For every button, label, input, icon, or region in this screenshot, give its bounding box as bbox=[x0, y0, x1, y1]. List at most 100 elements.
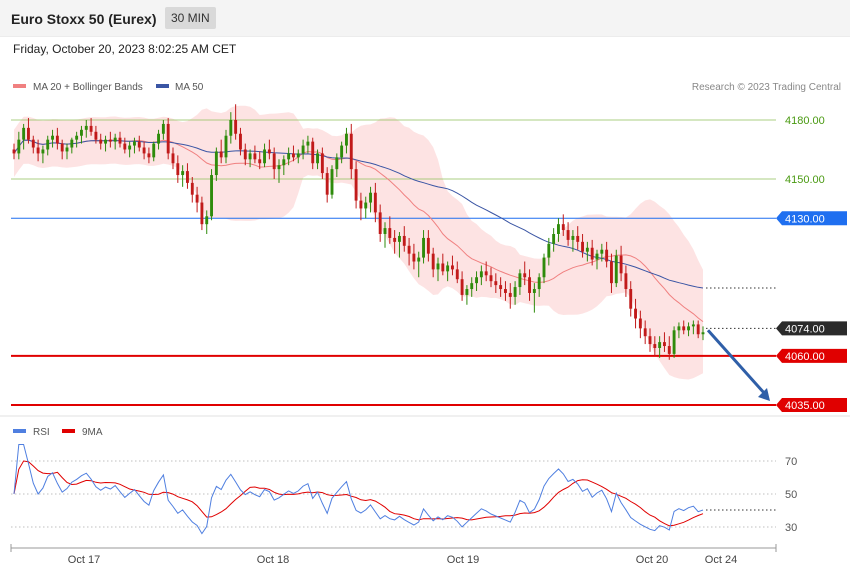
candle bbox=[489, 267, 493, 288]
candle bbox=[561, 214, 565, 236]
candle bbox=[55, 127, 59, 150]
candle-body bbox=[239, 133, 242, 150]
x-tick-label: Oct 19 bbox=[447, 554, 479, 566]
candle bbox=[470, 277, 474, 297]
candle-body bbox=[330, 169, 334, 195]
candle-body bbox=[142, 147, 146, 154]
candle-body bbox=[161, 123, 165, 134]
candle-body bbox=[94, 131, 98, 140]
candle-body bbox=[248, 153, 252, 160]
candle-body bbox=[393, 237, 397, 242]
candle bbox=[316, 149, 319, 170]
x-tick-label: Oct 18 bbox=[257, 554, 289, 566]
x-tick-label: Oct 20 bbox=[636, 554, 668, 566]
candle-body bbox=[422, 237, 425, 258]
candle-body bbox=[484, 271, 488, 276]
candle bbox=[147, 147, 151, 164]
candle-body bbox=[137, 141, 141, 148]
rsi-tick-50: 50 bbox=[785, 489, 797, 501]
chart-header: Euro Stoxx 50 (Eurex) 30 MIN bbox=[0, 0, 850, 37]
candle bbox=[75, 131, 79, 148]
candle bbox=[373, 182, 377, 223]
candle-body bbox=[186, 171, 189, 183]
candle bbox=[108, 131, 112, 148]
bb-legend-swatch bbox=[13, 84, 26, 88]
candle-body bbox=[436, 263, 440, 270]
candle bbox=[446, 261, 450, 282]
ma50-line bbox=[13, 139, 704, 289]
candle-body bbox=[557, 224, 560, 234]
candle-body bbox=[470, 283, 474, 290]
candle bbox=[402, 226, 406, 252]
candle bbox=[311, 137, 315, 170]
timeframe-badge[interactable]: 30 MIN bbox=[165, 7, 216, 29]
candle bbox=[137, 135, 141, 152]
candle bbox=[287, 147, 291, 166]
candle-body bbox=[84, 125, 88, 130]
candle-body bbox=[455, 269, 459, 280]
candle bbox=[634, 298, 637, 329]
candle bbox=[282, 155, 286, 176]
candle-body bbox=[311, 141, 315, 164]
candle-body bbox=[682, 326, 686, 331]
candle-body bbox=[80, 129, 83, 136]
candle-body bbox=[691, 324, 695, 327]
candle bbox=[301, 139, 305, 160]
candle bbox=[190, 177, 194, 203]
candle-body bbox=[147, 153, 151, 158]
candle-body bbox=[663, 342, 666, 347]
candle-body bbox=[426, 237, 430, 254]
candle bbox=[393, 230, 397, 254]
candle-body bbox=[340, 145, 344, 158]
candle bbox=[157, 129, 160, 150]
candle-body bbox=[157, 133, 160, 144]
candle bbox=[566, 222, 570, 246]
candle bbox=[672, 326, 676, 358]
candle bbox=[224, 129, 228, 164]
candle-body bbox=[36, 147, 40, 154]
candle bbox=[99, 133, 103, 150]
candle-body bbox=[99, 139, 103, 144]
candle bbox=[475, 271, 478, 291]
candle-body bbox=[566, 230, 570, 240]
candle bbox=[605, 241, 609, 268]
candle bbox=[701, 326, 705, 341]
candle-body bbox=[229, 120, 233, 136]
candle bbox=[532, 283, 536, 313]
candle bbox=[133, 137, 136, 154]
candle bbox=[70, 137, 74, 154]
candle-body bbox=[51, 135, 54, 140]
candle-body bbox=[407, 245, 411, 254]
candle bbox=[667, 336, 671, 360]
candle-body bbox=[528, 277, 531, 293]
candle-body bbox=[234, 120, 238, 134]
candle-body bbox=[537, 277, 541, 290]
candle bbox=[691, 320, 695, 335]
candle-body bbox=[258, 159, 262, 164]
candle-body bbox=[648, 336, 652, 345]
candle-body bbox=[287, 153, 291, 160]
candle-body bbox=[369, 192, 372, 203]
candle bbox=[200, 196, 204, 231]
candle bbox=[27, 118, 30, 144]
candle bbox=[335, 153, 339, 177]
candle bbox=[142, 141, 146, 160]
candle bbox=[460, 271, 464, 301]
level-label-4035.00: 4035.00 bbox=[785, 400, 825, 412]
candle-body bbox=[378, 212, 382, 234]
candle bbox=[340, 141, 344, 164]
candle bbox=[22, 123, 26, 150]
candle bbox=[181, 165, 185, 187]
candle-body bbox=[166, 123, 170, 154]
candle bbox=[12, 143, 16, 160]
candle-body bbox=[499, 285, 503, 290]
candle-body bbox=[65, 147, 69, 152]
candle bbox=[436, 257, 440, 282]
candle-body bbox=[523, 273, 527, 278]
candle bbox=[571, 230, 575, 252]
candle bbox=[629, 281, 633, 317]
candle bbox=[455, 261, 459, 284]
candle bbox=[354, 161, 358, 209]
level-label-4074.00: 4074.00 bbox=[785, 323, 825, 335]
